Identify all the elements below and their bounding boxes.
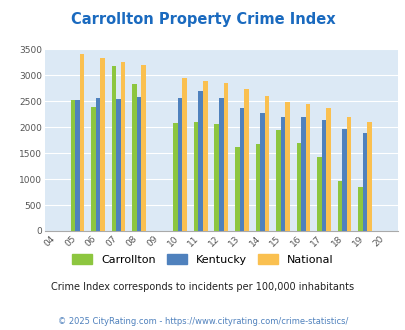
Bar	[116, 99, 121, 231]
Bar	[198, 91, 202, 231]
Bar	[337, 181, 341, 231]
Bar	[325, 108, 330, 231]
Bar	[141, 65, 145, 231]
Bar	[362, 133, 367, 231]
Bar	[280, 117, 284, 231]
Bar	[194, 121, 198, 231]
Bar	[121, 62, 125, 231]
Bar	[264, 96, 269, 231]
Bar	[75, 100, 79, 231]
Bar	[214, 124, 218, 231]
Bar	[296, 143, 301, 231]
Bar	[301, 117, 305, 231]
Bar	[79, 54, 84, 231]
Bar	[132, 84, 136, 231]
Bar	[177, 98, 182, 231]
Bar	[173, 123, 177, 231]
Bar	[367, 121, 371, 231]
Bar	[202, 81, 207, 231]
Bar	[243, 89, 248, 231]
Bar	[100, 58, 104, 231]
Bar	[321, 120, 325, 231]
Bar	[275, 130, 280, 231]
Bar	[316, 157, 321, 231]
Text: © 2025 CityRating.com - https://www.cityrating.com/crime-statistics/: © 2025 CityRating.com - https://www.city…	[58, 317, 347, 326]
Bar	[111, 66, 116, 231]
Bar	[357, 187, 362, 231]
Bar	[305, 104, 309, 231]
Text: Carrollton Property Crime Index: Carrollton Property Crime Index	[70, 12, 335, 26]
Bar	[182, 78, 187, 231]
Legend: Carrollton, Kentucky, National: Carrollton, Kentucky, National	[68, 250, 337, 269]
Bar	[260, 113, 264, 231]
Bar	[341, 129, 346, 231]
Bar	[234, 147, 239, 231]
Bar	[346, 117, 350, 231]
Bar	[136, 97, 141, 231]
Bar	[70, 100, 75, 231]
Bar	[284, 102, 289, 231]
Text: Crime Index corresponds to incidents per 100,000 inhabitants: Crime Index corresponds to incidents per…	[51, 282, 354, 292]
Bar	[218, 98, 223, 231]
Bar	[91, 107, 96, 231]
Bar	[255, 145, 260, 231]
Bar	[96, 98, 100, 231]
Bar	[239, 108, 243, 231]
Bar	[223, 83, 228, 231]
